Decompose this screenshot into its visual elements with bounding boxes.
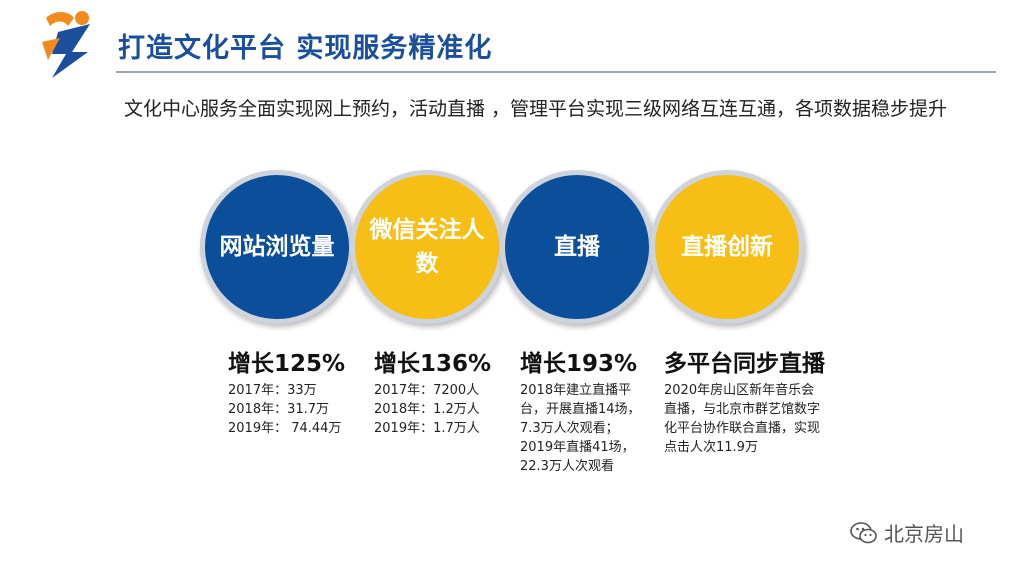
- circle-label: 直播: [554, 234, 600, 260]
- stat-line: 2018年：1.2万人: [374, 402, 480, 417]
- stat-line: 2019年： 74.44万: [228, 421, 342, 436]
- circle-live-stream: 直播: [500, 170, 654, 324]
- circle-label: 微信关注人数: [369, 217, 485, 277]
- circle-label: 直播创新: [681, 234, 773, 260]
- header-divider: [116, 71, 996, 73]
- wechat-icon: [850, 521, 877, 543]
- stat-headline: 多平台同步直播: [664, 351, 825, 377]
- stat-wechat-followers: 增长136% 2017年：7200人 2018年：1.2万人 2019年：1.7…: [374, 350, 491, 438]
- page-title: 打造文化平台 实现服务精准化: [118, 33, 493, 64]
- circle-wechat-followers: 微信关注人数: [350, 170, 504, 324]
- stat-line: 2018年：31.7万: [228, 402, 330, 417]
- watermark-text: 北京房山: [884, 522, 964, 546]
- circle-website-views: 网站浏览量: [200, 170, 354, 324]
- stat-line: 点击人次11.9万: [664, 440, 758, 455]
- circle-live-innovation: 直播创新: [650, 170, 804, 324]
- stat-line: 台，开展直播14场，: [520, 402, 641, 417]
- stat-live-stream: 增长193% 2018年建立直播平 台，开展直播14场， 7.3万人次观看； 2…: [520, 350, 641, 476]
- stat-line: 22.3万人次观看: [520, 459, 614, 474]
- stat-headline: 增长136%: [374, 351, 492, 377]
- stat-line: 2020年房山区新年音乐会: [664, 383, 815, 398]
- stat-line: 2017年：33万: [228, 383, 317, 398]
- circle-label: 网站浏览量: [219, 234, 335, 260]
- intro-text: 文化中心服务全面实现网上预约，活动直播 ，管理平台实现三级网络互连互通，各项数据…: [124, 98, 948, 120]
- stat-line: 化平台协作联合直播，实现: [664, 421, 821, 436]
- stat-headline: 增长193%: [520, 351, 638, 377]
- stat-line: 2019年直播41场，: [520, 440, 635, 455]
- stat-website-views: 增长125% 2017年：33万 2018年：31.7万 2019年： 74.4…: [228, 350, 345, 438]
- stat-line: 2018年建立直播平: [520, 383, 632, 398]
- stat-line: 7.3万人次观看；: [520, 421, 619, 436]
- watermark: 北京房山: [850, 518, 964, 547]
- stat-line: 2019年：1.7万人: [374, 421, 480, 436]
- stat-line: 直播，与北京市群艺馆数字: [664, 402, 821, 417]
- logo-icon: [42, 11, 90, 78]
- stat-headline: 增长125%: [228, 351, 346, 377]
- stat-live-innovation: 多平台同步直播 2020年房山区新年音乐会 直播，与北京市群艺馆数字 化平台协作…: [664, 350, 825, 457]
- stat-line: 2017年：7200人: [374, 383, 480, 398]
